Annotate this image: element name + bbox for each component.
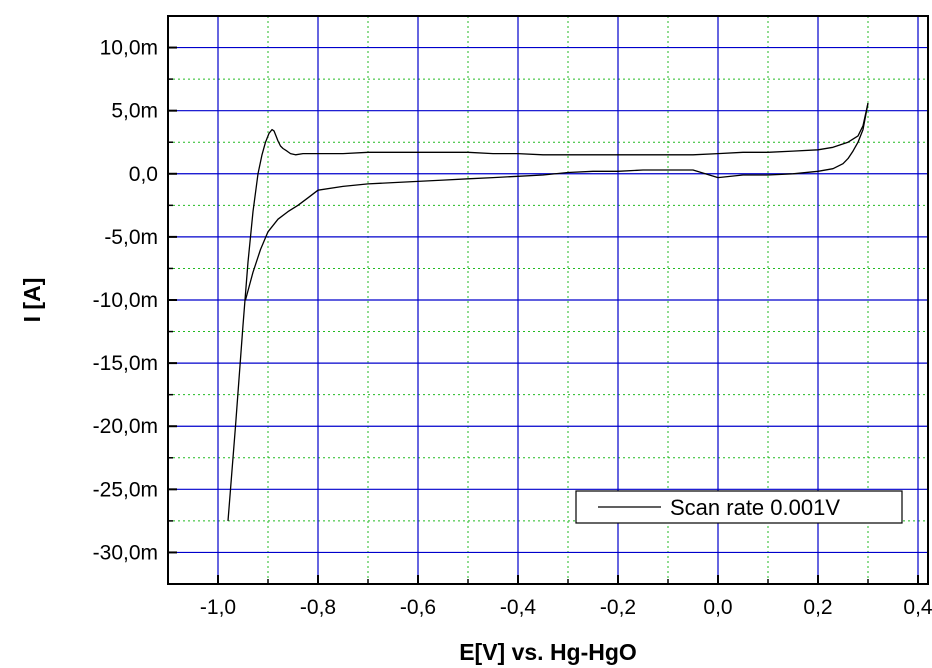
data-line-forward [227,102,869,521]
x-axis-title: E[V] vs. Hg-HgO [459,639,637,665]
data-line-reverse [244,102,869,301]
x-tick-label: 0,2 [803,596,832,619]
legend: Scan rate 0.001V [575,490,903,524]
x-tick-label: 0,0 [703,596,732,619]
y-tick-label: -30,0m [93,541,158,564]
x-tick-label: 0,4 [903,596,932,619]
data-layer [227,102,869,521]
axis-ticks [168,46,919,584]
y-tick-label: -25,0m [93,478,158,501]
y-tick-label: -20,0m [93,415,158,438]
y-tick-label: 10,0m [100,37,158,60]
y-tick-label: -10,0m [93,289,158,312]
x-tick-labels: -1,0 -0,8 -0,6 -0,4 -0,2 0,0 0,2 0,4 [200,596,932,619]
minor-grid [168,16,928,584]
x-tick-label: -0,8 [300,596,336,619]
x-tick-label: -0,4 [500,596,537,619]
legend-label: Scan rate 0.001V [670,495,840,520]
y-tick-labels: 10,0m 5,0m 0,0 -5,0m -10,0m -15,0m -20,0m -25,0… [93,37,158,565]
x-tick-label: -0,2 [600,596,636,619]
y-tick-label: -15,0m [93,352,158,375]
y-tick-label: 5,0m [111,100,158,123]
major-grid [168,16,928,584]
x-tick-label: -1,0 [200,596,236,619]
y-axis-title: I [A] [19,278,45,323]
y-tick-label: -5,0m [104,226,158,249]
x-tick-label: -0,6 [400,596,436,619]
y-tick-label: 0,0 [129,163,158,186]
